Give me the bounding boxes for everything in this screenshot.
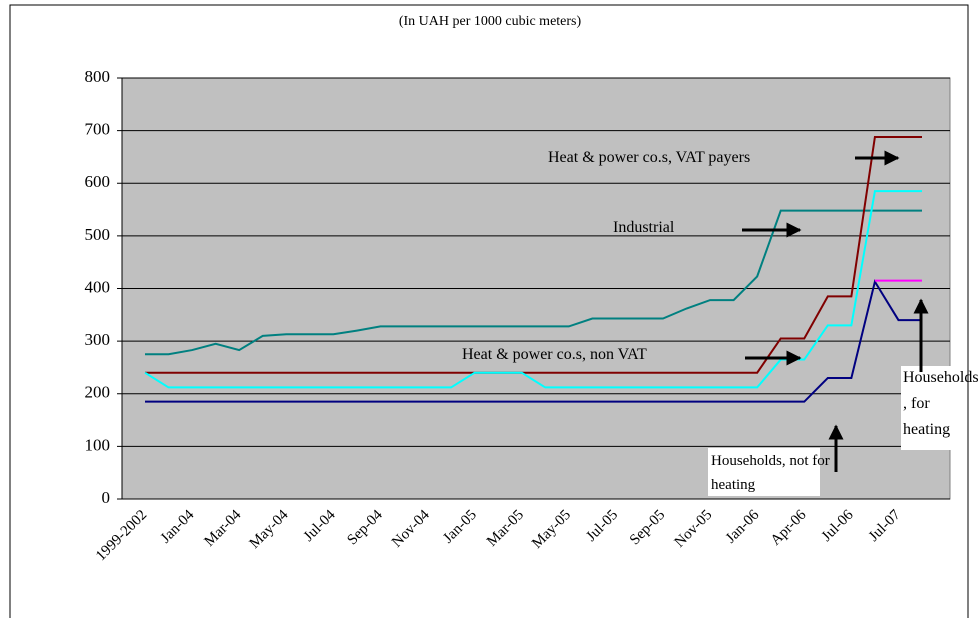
x-tick-label: Jul-05 bbox=[583, 507, 621, 545]
annotation-bg bbox=[901, 366, 967, 450]
x-tick-label: Mar-05 bbox=[484, 507, 527, 550]
annotation-line: Households, not for bbox=[711, 453, 830, 469]
x-tick-label: Nov-04 bbox=[389, 507, 433, 551]
annotation: Heat & power co.s, non VAT bbox=[462, 346, 647, 363]
x-tick-label: May-05 bbox=[529, 507, 574, 552]
x-tick-label: Sep-04 bbox=[344, 507, 386, 549]
series-line bbox=[145, 209, 922, 356]
annotation: Heat & power co.s, VAT payers bbox=[548, 149, 750, 166]
annotation: Households , for heating bbox=[903, 369, 979, 438]
series-line bbox=[145, 135, 922, 374]
x-tick-label: Jan-05 bbox=[440, 507, 480, 547]
x-tick-label: Jan-04 bbox=[158, 507, 198, 547]
y-tick-label: 800 bbox=[85, 67, 111, 86]
annotation-bg bbox=[708, 448, 820, 496]
annotation-line: heating bbox=[711, 477, 756, 493]
annotation-line: Households bbox=[903, 369, 979, 386]
x-tick-label: 1999-2002 bbox=[93, 507, 150, 564]
annotation-line: , for bbox=[903, 395, 930, 412]
y-tick-label: 100 bbox=[85, 435, 111, 454]
x-tick-label: Jul-04 bbox=[301, 507, 339, 545]
lines bbox=[144, 135, 922, 403]
x-tick-label: Apr-06 bbox=[768, 507, 810, 549]
y-tick-label: 0 bbox=[102, 488, 111, 507]
x-tick-label: Nov-05 bbox=[672, 507, 716, 551]
x-tick-label: Sep-05 bbox=[627, 507, 668, 548]
series-line bbox=[145, 279, 922, 403]
annotation: Industrial bbox=[613, 219, 675, 236]
y-tick-label: 200 bbox=[85, 383, 111, 402]
chart-subtitle: (In UAH per 1000 cubic meters) bbox=[399, 14, 582, 29]
annotation-line: heating bbox=[903, 421, 950, 438]
y-tick-label: 500 bbox=[85, 225, 111, 244]
x-tick-label: Mar-04 bbox=[202, 507, 245, 550]
annotation-line: Heat & power co.s, non VAT bbox=[462, 346, 647, 363]
annotation-line: Industrial bbox=[613, 219, 675, 236]
y-tick-label: 300 bbox=[85, 330, 111, 349]
x-tick-label: May-04 bbox=[247, 507, 292, 552]
y-tick-label: 400 bbox=[85, 277, 111, 296]
x-tick-label: Jan-06 bbox=[723, 507, 763, 547]
x-tick-label: Jul-07 bbox=[866, 507, 904, 545]
y-tick-label: 600 bbox=[85, 172, 111, 191]
annotations: Heat & power co.s, VAT payers Industrial… bbox=[462, 149, 979, 496]
chart-frame bbox=[9, 4, 969, 618]
annotation: Households, not for heating bbox=[711, 453, 834, 493]
annotation-line: Heat & power co.s, VAT payers bbox=[548, 149, 750, 166]
y-tick-label: 700 bbox=[85, 120, 111, 139]
x-tick-label: Jul-06 bbox=[819, 507, 857, 545]
